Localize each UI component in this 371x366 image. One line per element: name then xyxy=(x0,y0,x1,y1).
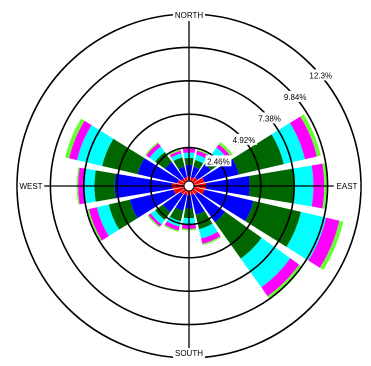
wedge-ssw-band-6 xyxy=(164,224,179,232)
ring-label-5: 12.3% xyxy=(309,71,332,80)
chart-labels: 2.46% 4.92% 7.38% 9.84% 12.3% NORTH SOUTH EAST W… xyxy=(17,10,361,359)
wedge-sw-band-1 xyxy=(180,188,187,195)
wedge-nne-band-6 xyxy=(197,149,209,156)
wedge-ese-band-1 xyxy=(193,187,205,195)
grid-ring-3 xyxy=(83,80,295,292)
grid-ring-4 xyxy=(49,46,329,326)
wedge-ne-band-6 xyxy=(218,142,233,157)
wedge-se-band-6 xyxy=(267,264,303,300)
ring-label-bg-4 xyxy=(282,90,309,102)
wedge-sw-band-2 xyxy=(162,192,183,213)
wedge-w-band-6 xyxy=(76,167,80,205)
south-label-bg xyxy=(173,348,205,359)
wedge-nw-band-4 xyxy=(149,146,165,162)
wedge-nne-band-4 xyxy=(195,154,207,164)
west-label-bg xyxy=(17,181,45,192)
wedge-sse-band-5 xyxy=(201,231,221,244)
wedge-nne-band-2 xyxy=(191,166,200,179)
wedge-ese-band-6 xyxy=(319,220,344,270)
wedge-ese-band-4 xyxy=(286,211,327,261)
wedge-sse-band-1 xyxy=(190,190,194,195)
ring-label-bg-1 xyxy=(205,155,232,167)
ring-label-1: 2.46% xyxy=(207,157,230,166)
calm-circle xyxy=(183,180,195,192)
wedge-sse-band-4 xyxy=(198,223,218,239)
wedge-wnw-band-6 xyxy=(65,118,85,159)
wedge-sw-band-5 xyxy=(148,213,162,227)
polar-grid xyxy=(16,13,362,359)
wedge-nw-band-1 xyxy=(181,178,187,184)
wedge-ese-band-5 xyxy=(308,217,340,268)
wedge-ene-band-5 xyxy=(289,116,317,160)
wedge-se-band-2 xyxy=(195,192,226,223)
ring-label-bg-2 xyxy=(231,133,257,145)
wedge-nne-band-1 xyxy=(190,177,194,182)
wedge-wsw-band-4 xyxy=(96,204,120,237)
wedge-nnw-band-4 xyxy=(171,153,183,162)
wedge-sw-band-3 xyxy=(155,204,171,220)
wedge-sse-band-3 xyxy=(195,210,213,230)
wedge-wnw-band-4 xyxy=(76,125,114,166)
wedge-ese-band-3 xyxy=(245,200,302,247)
east-label-bg xyxy=(333,181,361,192)
wedge-ne-band-1 xyxy=(191,177,198,184)
wedge-wsw-band-6 xyxy=(86,209,102,242)
wedge-nne-band-3 xyxy=(193,159,204,170)
wedge-ene-band-6 xyxy=(300,114,321,157)
wedge-wsw-band-1 xyxy=(173,187,185,195)
wedge-ese-band-2 xyxy=(202,189,254,222)
grid-ring-2 xyxy=(116,113,262,259)
wedge-nne-band-5 xyxy=(196,150,209,159)
ring-label-bg-5 xyxy=(307,69,334,81)
wedge-sw-band-4 xyxy=(150,210,165,225)
wedge-sw-band-6 xyxy=(147,214,161,228)
wedge-ene-band-1 xyxy=(193,177,205,185)
wedge-nw-band-3 xyxy=(155,152,172,169)
wedge-se-band-5 xyxy=(261,258,300,297)
wedge-nw-band-5 xyxy=(146,143,161,158)
wedge-nnw-band-6 xyxy=(169,149,181,156)
wedge-wnw-band-1 xyxy=(177,179,185,185)
wedge-ssw-band-1 xyxy=(184,190,188,195)
ring-label-3: 7.38% xyxy=(258,114,281,123)
wedge-se-band-3 xyxy=(214,211,262,259)
wedge-wsw-band-5 xyxy=(88,207,109,241)
wedge-sse-band-2 xyxy=(191,193,205,215)
wedge-se-band-1 xyxy=(191,188,198,195)
ring-label-2: 4.92% xyxy=(233,136,256,145)
wedge-ssw-band-3 xyxy=(169,207,184,222)
south-label: SOUTH xyxy=(175,349,203,358)
east-label: EAST xyxy=(337,182,358,191)
wedge-nnw-band-2 xyxy=(178,166,187,179)
wedge-nw-band-6 xyxy=(145,142,159,156)
wedge-ne-band-2 xyxy=(195,164,211,180)
wedge-nnw-band-1 xyxy=(184,177,188,182)
west-label: WEST xyxy=(19,182,42,191)
wedge-wnw-band-2 xyxy=(137,158,179,184)
grid-ring-1 xyxy=(149,146,229,226)
ring-label-4: 9.84% xyxy=(284,93,307,102)
ring-label-bg-3 xyxy=(256,112,283,124)
wedge-wnw-band-5 xyxy=(69,120,92,161)
wedge-ene-band-3 xyxy=(232,134,284,175)
wedge-ssw-band-2 xyxy=(175,193,187,211)
north-label: NORTH xyxy=(175,11,204,20)
wedge-sse-band-6 xyxy=(202,236,222,246)
wedge-wsw-band-2 xyxy=(129,189,176,219)
wedge-nnw-band-5 xyxy=(169,150,182,158)
wind-rose-wedges xyxy=(65,114,344,300)
north-label-bg xyxy=(173,10,205,21)
wedge-nw-band-2 xyxy=(165,162,184,181)
wedge-ne-band-5 xyxy=(216,144,231,159)
wedge-nnw-band-3 xyxy=(173,157,185,170)
wedge-ssw-band-5 xyxy=(164,221,180,231)
wedge-se-band-4 xyxy=(240,237,291,288)
